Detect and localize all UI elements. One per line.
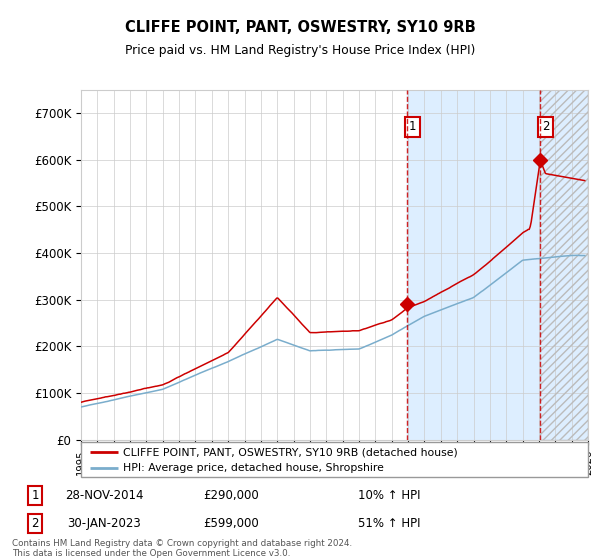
Text: 28-NOV-2014: 28-NOV-2014 [65,489,143,502]
Text: £599,000: £599,000 [203,517,259,530]
Text: 1: 1 [31,489,39,502]
Text: £290,000: £290,000 [203,489,259,502]
Text: 2: 2 [31,517,39,530]
Bar [407,90,588,440]
Text: Price paid vs. HM Land Registry's House Price Index (HPI): Price paid vs. HM Land Registry's House … [125,44,475,57]
Text: CLIFFE POINT, PANT, OSWESTRY, SY10 9RB: CLIFFE POINT, PANT, OSWESTRY, SY10 9RB [125,20,475,35]
Text: 30-JAN-2023: 30-JAN-2023 [67,517,141,530]
Text: HPI: Average price, detached house, Shropshire: HPI: Average price, detached house, Shro… [122,464,383,473]
Text: 2: 2 [542,120,550,133]
Text: 1: 1 [409,120,416,133]
Text: CLIFFE POINT, PANT, OSWESTRY, SY10 9RB (detached house): CLIFFE POINT, PANT, OSWESTRY, SY10 9RB (… [122,447,457,457]
Text: 10% ↑ HPI: 10% ↑ HPI [358,489,420,502]
FancyBboxPatch shape [81,442,588,477]
Text: Contains HM Land Registry data © Crown copyright and database right 2024.
This d: Contains HM Land Registry data © Crown c… [12,539,352,558]
Bar [540,90,588,440]
Text: 51% ↑ HPI: 51% ↑ HPI [358,517,420,530]
